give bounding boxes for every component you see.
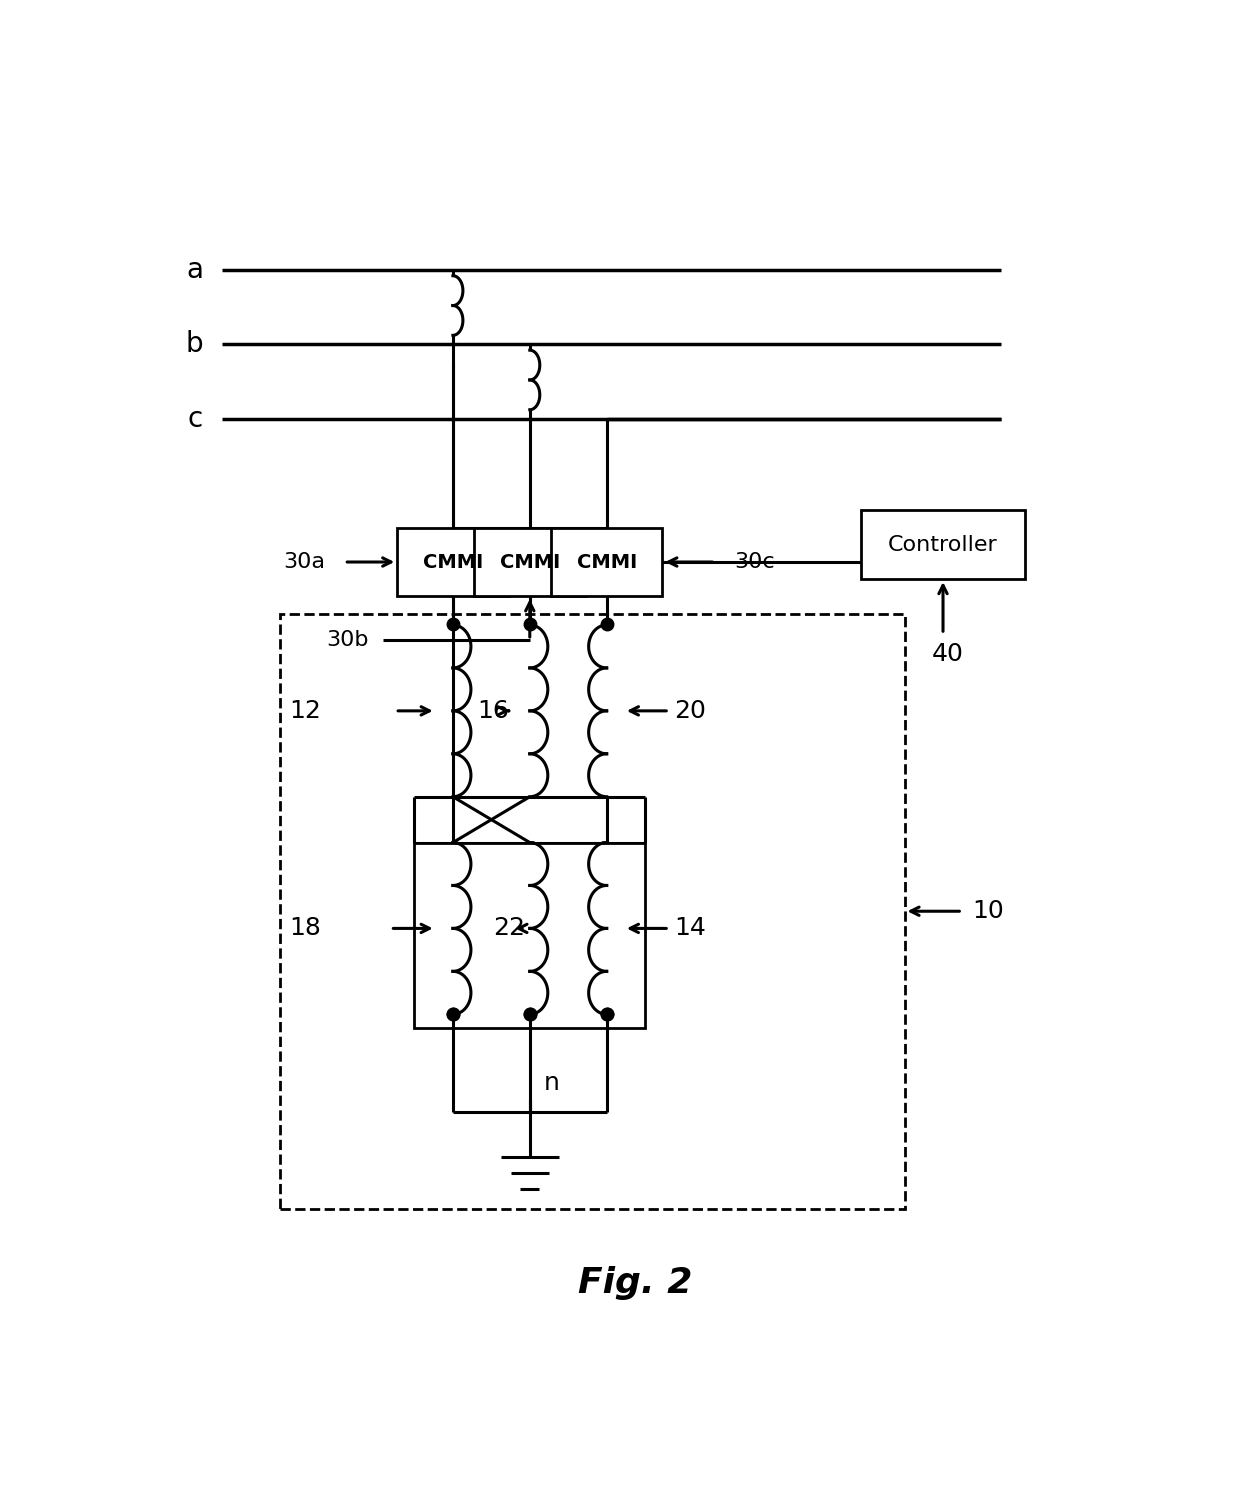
Text: 30a: 30a [283,552,325,572]
Text: 14: 14 [675,916,706,940]
Text: Controller: Controller [888,535,998,555]
Text: a: a [186,256,203,284]
Text: 16: 16 [477,699,508,723]
Text: 30c: 30c [734,552,775,572]
Text: CMMI: CMMI [577,553,637,571]
Text: 18: 18 [290,916,321,940]
Bar [280,614,904,1209]
Text: 20: 20 [675,699,706,723]
Bar [397,528,508,596]
Bar [414,843,645,1028]
Bar [474,528,585,596]
Text: b: b [186,330,203,358]
Text: c: c [187,404,203,433]
Text: Fig. 2: Fig. 2 [578,1267,693,1300]
Text: CMMI: CMMI [500,553,560,571]
Text: CMMI: CMMI [423,553,484,571]
Bar [551,528,662,596]
Text: 30b: 30b [326,630,368,650]
Bar [862,510,1024,580]
Text: n: n [544,1071,560,1094]
Text: 22: 22 [494,916,525,940]
Text: 40: 40 [932,642,963,666]
Text: 12: 12 [290,699,321,723]
Text: 10: 10 [972,900,1003,923]
